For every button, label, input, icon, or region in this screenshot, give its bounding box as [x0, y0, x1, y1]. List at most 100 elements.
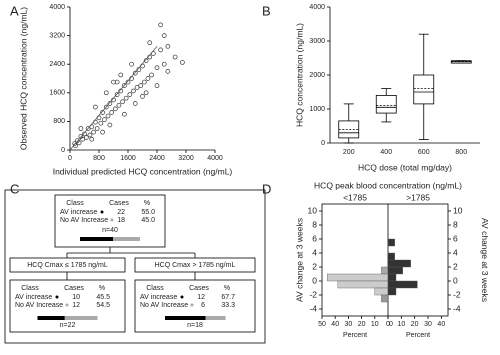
point — [116, 102, 122, 108]
group-label: >1785 — [406, 192, 430, 202]
class-dot — [190, 303, 194, 307]
node-n: n=18 — [187, 322, 203, 329]
box — [413, 74, 435, 105]
node-box — [134, 279, 256, 333]
node-cases: 6 — [201, 302, 205, 309]
x-axis-label: Percent — [406, 332, 430, 339]
y-tick-label: -2 — [453, 289, 461, 299]
x-tick-label: 30 — [345, 321, 353, 328]
point — [127, 92, 133, 97]
x-tick-label: 600 — [418, 149, 430, 156]
point — [180, 60, 185, 65]
class-dot — [65, 303, 69, 307]
point — [103, 90, 109, 96]
box — [338, 120, 360, 139]
x-tick-label: 0 — [389, 321, 393, 328]
group-label: <1785 — [343, 192, 367, 202]
x-axis-label: Individual predicted HCQ concentration (… — [53, 166, 233, 176]
fit-line — [69, 46, 158, 151]
y-tick-label: 10 — [308, 205, 318, 215]
y-tick-label: 3200 — [49, 32, 65, 39]
node-pct: 55.0 — [141, 209, 155, 216]
class-bar — [80, 237, 113, 241]
point — [123, 95, 129, 101]
point — [154, 65, 160, 71]
node-pct: 54.5 — [96, 302, 110, 309]
point — [109, 110, 115, 115]
point — [89, 136, 95, 142]
x-tick-label: 10 — [397, 321, 405, 328]
branch-label: HCQ Cmax > 1785 ng/mL — [155, 262, 236, 269]
x-tick-label: 4000 — [207, 155, 223, 162]
point — [103, 104, 109, 110]
y-tick-label: 0 — [312, 275, 317, 285]
y-tick-label: 10 — [453, 205, 463, 215]
class-dot — [55, 295, 59, 299]
x-tick-label: 400 — [380, 149, 392, 156]
point — [107, 122, 113, 128]
node-cases: 10 — [72, 294, 80, 301]
bar — [381, 266, 389, 275]
point — [107, 101, 113, 106]
branch-box — [9, 257, 126, 273]
node-header: Cases — [189, 285, 209, 292]
node-header: % — [99, 285, 105, 292]
point — [158, 22, 163, 28]
box — [375, 95, 397, 114]
point — [161, 33, 167, 38]
node-header: Class — [21, 285, 39, 292]
point — [145, 76, 151, 81]
y-tick-label: 8 — [453, 219, 458, 229]
point — [112, 106, 118, 112]
bar — [374, 287, 389, 296]
x-tick-label: 3200 — [178, 155, 194, 162]
node-cases: 22 — [117, 209, 125, 216]
point — [129, 61, 134, 67]
point — [161, 61, 167, 67]
point — [83, 135, 89, 140]
y-tick-label: 0 — [453, 275, 458, 285]
node-pct: 45.0 — [141, 217, 155, 224]
x-tick-label: 30 — [424, 321, 432, 328]
point — [131, 88, 136, 94]
y-tick-label: -2 — [309, 289, 317, 299]
y-tick-label: 4000 — [49, 4, 65, 11]
point — [165, 43, 171, 49]
y-axis-label: HCQ concentration (ng/mL) — [294, 23, 304, 127]
point — [140, 94, 145, 99]
y-tick-label: 4 — [312, 247, 317, 257]
point — [154, 83, 160, 89]
node-header: Class — [146, 285, 164, 292]
point — [122, 111, 127, 117]
point — [85, 126, 91, 131]
y-axis-label: Observed HCQ concentration (ng/mL) — [18, 7, 28, 150]
point — [80, 136, 86, 142]
point — [132, 70, 138, 76]
point — [149, 72, 154, 78]
node-header: % — [224, 285, 230, 292]
point — [143, 58, 149, 63]
y-axis-label: AV change at 3 weeks — [480, 218, 490, 302]
point — [102, 117, 107, 122]
point — [93, 104, 98, 110]
class-bar — [37, 316, 65, 320]
node-pct: 67.7 — [221, 294, 235, 301]
point — [98, 120, 104, 126]
node-pct: 33.3 — [221, 302, 235, 309]
node-class: No AV Increase — [140, 302, 188, 309]
panel-label: B — [262, 3, 271, 18]
bar — [337, 280, 389, 289]
point — [158, 47, 163, 53]
panel-label: A — [10, 3, 19, 18]
node-n: n=40 — [102, 227, 118, 234]
y-tick-label: 6 — [312, 233, 317, 243]
bar — [387, 238, 395, 247]
y-tick-label: 8 — [312, 219, 317, 229]
y-tick-label: 4 — [453, 247, 458, 257]
point — [93, 119, 98, 125]
point — [122, 83, 127, 89]
y-tick-label: 2 — [312, 261, 317, 271]
point — [141, 79, 147, 85]
x-tick-label: 200 — [343, 149, 355, 156]
point — [125, 79, 131, 85]
